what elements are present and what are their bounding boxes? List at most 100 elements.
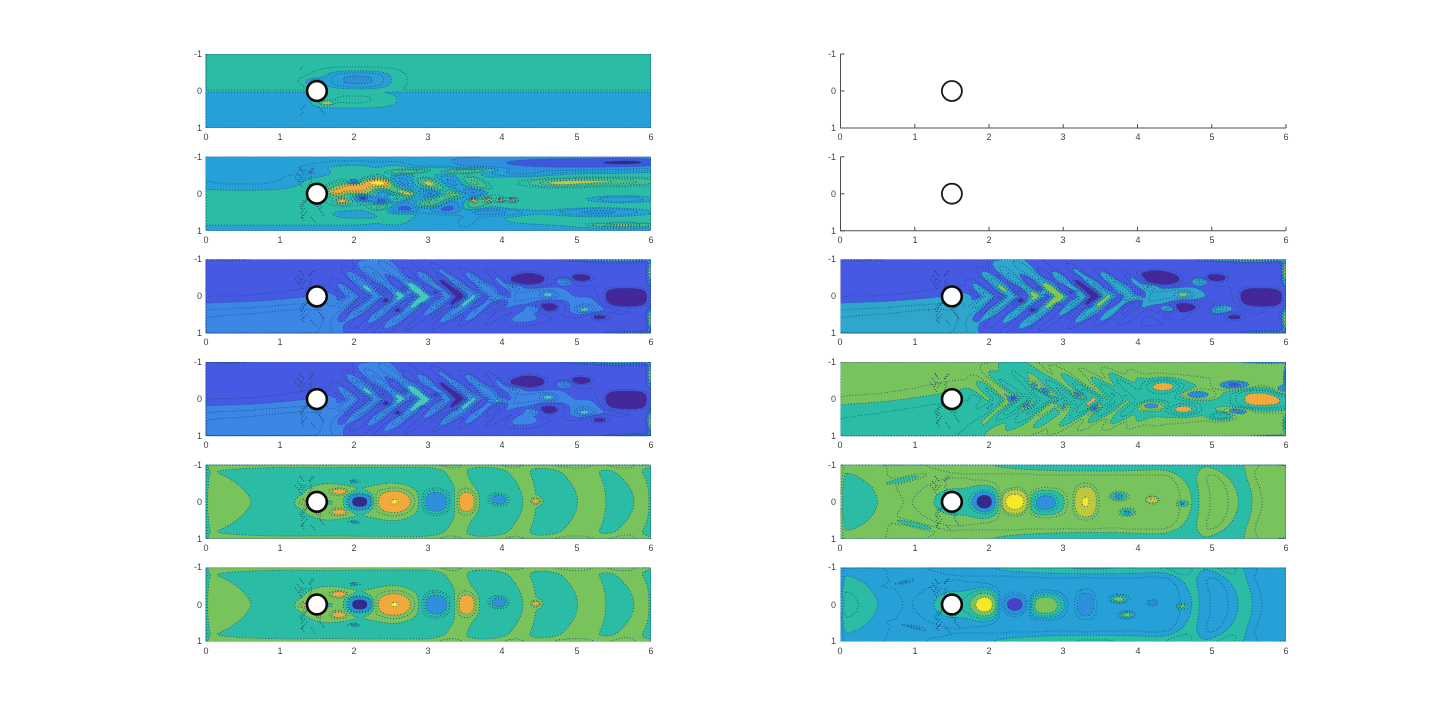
- svg-text:5: 5: [1209, 440, 1214, 450]
- svg-text:3: 3: [425, 235, 430, 245]
- svg-text:6: 6: [648, 646, 653, 656]
- svg-text:-1: -1: [194, 49, 202, 59]
- svg-text:3: 3: [425, 132, 430, 142]
- svg-text:1: 1: [197, 534, 202, 544]
- svg-text:0: 0: [197, 86, 202, 96]
- svg-text:0: 0: [203, 337, 208, 347]
- svg-text:5: 5: [1209, 543, 1214, 553]
- svg-text:4: 4: [499, 132, 504, 142]
- svg-text:5: 5: [574, 337, 579, 347]
- svg-text:2: 2: [986, 543, 991, 553]
- svg-text:1: 1: [197, 636, 202, 646]
- svg-text:4: 4: [1135, 646, 1140, 656]
- svg-text:1: 1: [197, 328, 202, 338]
- svg-text:1: 1: [277, 543, 282, 553]
- svg-text:5: 5: [1209, 132, 1214, 142]
- svg-text:5: 5: [1209, 337, 1214, 347]
- svg-text:2: 2: [351, 337, 356, 347]
- svg-text:6: 6: [1283, 646, 1288, 656]
- svg-text:1: 1: [831, 636, 836, 646]
- svg-text:4: 4: [1135, 543, 1140, 553]
- svg-text:0: 0: [203, 235, 208, 245]
- svg-text:4: 4: [1135, 235, 1140, 245]
- svg-text:0: 0: [203, 440, 208, 450]
- svg-text:4: 4: [499, 235, 504, 245]
- svg-text:0: 0: [837, 235, 842, 245]
- svg-text:-1: -1: [194, 562, 202, 572]
- svg-text:4: 4: [499, 440, 504, 450]
- svg-text:1: 1: [912, 440, 917, 450]
- svg-text:1: 1: [197, 431, 202, 441]
- svg-text:2: 2: [986, 235, 991, 245]
- svg-text:4: 4: [499, 337, 504, 347]
- svg-text:0: 0: [197, 497, 202, 507]
- svg-text:5: 5: [574, 132, 579, 142]
- svg-text:2: 2: [986, 646, 991, 656]
- svg-text:0: 0: [837, 543, 842, 553]
- svg-text:4: 4: [1135, 132, 1140, 142]
- svg-text:-1: -1: [828, 562, 836, 572]
- svg-text:1: 1: [912, 132, 917, 142]
- svg-text:6: 6: [1283, 132, 1288, 142]
- svg-text:0: 0: [837, 440, 842, 450]
- svg-text:-1: -1: [828, 460, 836, 470]
- svg-text:4: 4: [1135, 337, 1140, 347]
- svg-text:6: 6: [1283, 543, 1288, 553]
- svg-text:1: 1: [277, 646, 282, 656]
- svg-text:3: 3: [425, 337, 430, 347]
- svg-text:2: 2: [351, 235, 356, 245]
- svg-text:0: 0: [831, 189, 836, 199]
- svg-text:1: 1: [277, 132, 282, 142]
- svg-text:1: 1: [197, 226, 202, 236]
- svg-text:-1: -1: [194, 460, 202, 470]
- svg-text:-1: -1: [194, 357, 202, 367]
- svg-text:6: 6: [648, 337, 653, 347]
- svg-text:6: 6: [648, 235, 653, 245]
- svg-text:3: 3: [425, 543, 430, 553]
- svg-text:1: 1: [831, 534, 836, 544]
- svg-text:0: 0: [831, 394, 836, 404]
- svg-text:-1: -1: [828, 49, 836, 59]
- svg-text:-1: -1: [194, 152, 202, 162]
- svg-text:1: 1: [912, 543, 917, 553]
- svg-text:4: 4: [499, 543, 504, 553]
- svg-text:4: 4: [1135, 440, 1140, 450]
- svg-text:1: 1: [197, 123, 202, 133]
- svg-text:6: 6: [1283, 440, 1288, 450]
- svg-text:6: 6: [648, 132, 653, 142]
- svg-text:1: 1: [831, 123, 836, 133]
- svg-text:5: 5: [1209, 235, 1214, 245]
- svg-text:-1: -1: [828, 152, 836, 162]
- svg-text:0: 0: [197, 394, 202, 404]
- svg-text:6: 6: [1283, 337, 1288, 347]
- svg-text:6: 6: [648, 440, 653, 450]
- svg-text:0: 0: [837, 646, 842, 656]
- svg-text:1: 1: [912, 646, 917, 656]
- svg-text:5: 5: [1209, 646, 1214, 656]
- svg-text:6: 6: [648, 543, 653, 553]
- svg-text:1: 1: [277, 337, 282, 347]
- svg-text:-1: -1: [828, 254, 836, 264]
- svg-text:1: 1: [277, 235, 282, 245]
- svg-text:3: 3: [425, 646, 430, 656]
- svg-text:1: 1: [912, 235, 917, 245]
- svg-text:2: 2: [986, 132, 991, 142]
- svg-text:2: 2: [351, 132, 356, 142]
- svg-text:0: 0: [197, 291, 202, 301]
- svg-text:0: 0: [831, 86, 836, 96]
- svg-text:-1: -1: [828, 357, 836, 367]
- svg-text:2: 2: [986, 337, 991, 347]
- svg-text:3: 3: [1060, 543, 1065, 553]
- svg-text:0: 0: [203, 646, 208, 656]
- svg-text:0: 0: [203, 132, 208, 142]
- svg-text:-1: -1: [194, 254, 202, 264]
- svg-text:0: 0: [197, 600, 202, 610]
- svg-text:2: 2: [351, 440, 356, 450]
- svg-text:1: 1: [277, 440, 282, 450]
- svg-text:3: 3: [1060, 440, 1065, 450]
- svg-text:0: 0: [831, 497, 836, 507]
- svg-text:5: 5: [574, 543, 579, 553]
- svg-text:3: 3: [1060, 337, 1065, 347]
- svg-text:0: 0: [831, 291, 836, 301]
- svg-text:4: 4: [499, 646, 504, 656]
